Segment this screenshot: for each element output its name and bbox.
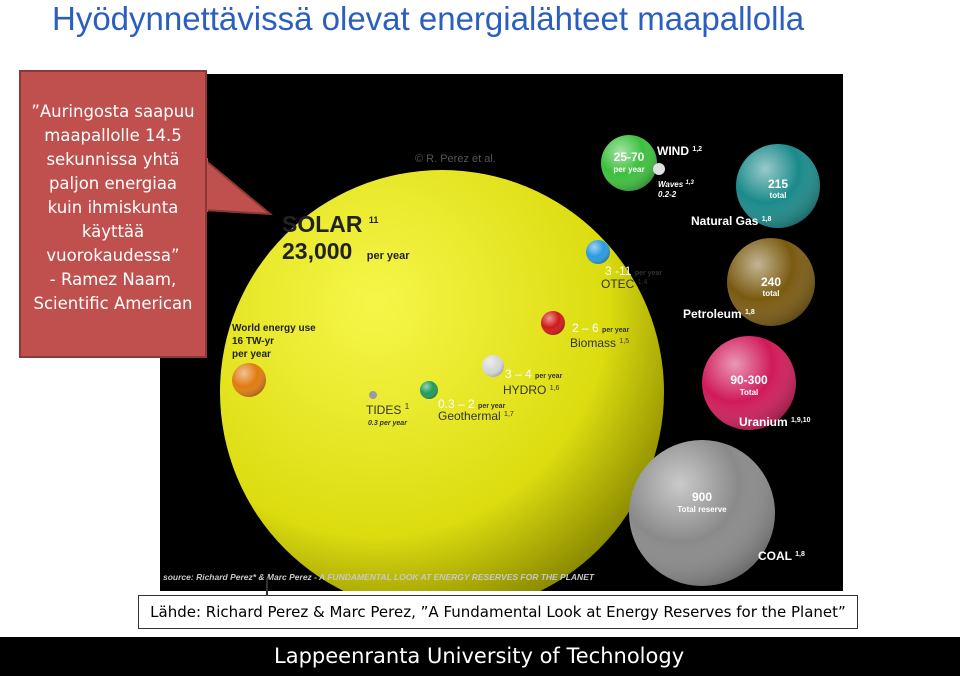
copyright-text: © R. Perez et al. [415, 153, 496, 165]
petroleum-value: 240 [761, 275, 781, 289]
natural-gas-sup: 1,8 [762, 216, 772, 223]
quote-line-4: paljon energiaa [48, 174, 178, 193]
hydro-bubble-shade [482, 355, 504, 377]
waves-bubble [653, 163, 665, 175]
tides-label: TIDES 1 [366, 402, 410, 417]
solar-value-number: 23,000 [282, 238, 352, 264]
hydro-value-number: 3 – 4 [505, 367, 532, 381]
solar-label: SOLAR 11 [282, 211, 378, 237]
geothermal-label: Geothermal 1,7 [438, 409, 514, 423]
footer-bar: Lappeenranta University of Technology [0, 637, 960, 676]
quote-line-3: sekunnissa yhtä [46, 150, 180, 169]
geothermal-sup: 1,7 [504, 411, 514, 418]
energy-reserves-figure: © R. Perez et al. SOLAR 11 23,000 per ye… [160, 74, 843, 591]
quote-line-8: - Ramez Naam, [49, 270, 177, 289]
divider-line [266, 578, 268, 595]
petroleum-name: Petroleum [683, 307, 742, 321]
coal-unit: Total reserve [677, 505, 727, 514]
tides-value: 0.3 per year [368, 420, 408, 427]
otec-bubble-shade [586, 240, 610, 264]
coal-name: COAL [758, 549, 792, 563]
energy-bubble-chart: © R. Perez et al. SOLAR 11 23,000 per ye… [163, 135, 820, 591]
wind-sup: 1,2 [692, 146, 702, 153]
otec-label: OTEC 1,4 [601, 277, 648, 291]
hydro-value: 3 – 4 per year [505, 367, 563, 381]
geothermal-bubble-shade [420, 381, 438, 399]
waves-name: Waves [658, 180, 684, 189]
quote-line-5: kuin ihmiskunta [47, 198, 179, 217]
tides-sup: 1 [405, 402, 410, 411]
wind-unit: per year [613, 165, 644, 174]
petroleum-sup: 1,8 [745, 309, 755, 316]
coal-bubble-shade [629, 440, 775, 586]
university-name: Lappeenranta University of Technology [274, 644, 685, 668]
uranium-unit: Total [740, 388, 759, 397]
wind-label: WIND 1,2 [657, 144, 702, 158]
uranium-sup: 1,9,10 [791, 417, 811, 424]
uranium-label: Uranium 1,9,10 [739, 415, 811, 429]
quote-line-7: vuorokaudessa” [46, 246, 180, 265]
world-use-bubble-shade [232, 363, 266, 397]
quote-line-2: maapallolle 14.5 [44, 126, 182, 145]
world-use-line2: 16 TW-yr [232, 336, 274, 347]
quote-callout: ”Auringosta saapuu maapallolle 14.5 seku… [19, 70, 207, 358]
otec-value-number: 3 -11 [605, 264, 632, 278]
otec-value: 3 -11 per year [605, 264, 662, 278]
natural-gas-name: Natural Gas [691, 214, 759, 228]
natural-gas-unit: total [770, 191, 787, 200]
tides-bubble [369, 391, 377, 399]
tides-name: TIDES [366, 403, 401, 417]
biomass-value: 2 – 6 per year [572, 321, 630, 335]
coal-label: COAL 1,8 [758, 549, 805, 563]
natural-gas-bubble-shade [736, 144, 820, 228]
source-text: source: Richard Perez* & Marc Perez - A … [163, 572, 595, 582]
petroleum-unit: total [763, 289, 780, 298]
hydro-sup: 1,6 [550, 385, 560, 392]
solar-value: 23,000 per year [282, 238, 410, 264]
solar-sup: 11 [369, 215, 379, 225]
natural-gas-label: Natural Gas 1,8 [691, 214, 772, 228]
coal-sup: 1,8 [795, 551, 805, 558]
biomass-value-unit: per year [602, 327, 630, 334]
petroleum-label: Petroleum 1,8 [683, 307, 755, 321]
coal-value: 900 [692, 490, 712, 504]
wind-value: 25-70 [614, 150, 645, 164]
solar-sphere [220, 170, 664, 591]
slide-title: Hyödynnettävissä olevat energialähteet m… [52, 0, 805, 37]
geothermal-value-unit: per year [478, 403, 506, 410]
geothermal-value: 0.3 – 2 per year [438, 397, 506, 411]
source-caption: Lähde: Richard Perez & Marc Perez, ”A Fu… [138, 595, 858, 629]
biomass-value-number: 2 – 6 [572, 321, 599, 335]
waves-label: Waves 1,3 [658, 180, 694, 189]
hydro-value-unit: per year [535, 373, 563, 380]
uranium-bubble-shade [702, 336, 796, 430]
solar-name: SOLAR [282, 211, 363, 237]
waves-sup: 1,3 [685, 180, 694, 186]
world-use-line1: World energy use [232, 323, 316, 334]
geothermal-value-number: 0.3 – 2 [438, 397, 475, 411]
natural-gas-value: 215 [768, 177, 788, 191]
waves-value: 0.2-2 [658, 190, 677, 199]
world-use-line3: per year [232, 349, 271, 360]
quote-line-9: Scientific American [33, 294, 193, 313]
hydro-label: HYDRO 1,6 [503, 383, 560, 397]
otec-value-unit: per year [635, 270, 663, 277]
quote-line-6: käyttää [81, 222, 145, 241]
quote-line-1: ”Auringosta saapuu [31, 102, 195, 121]
biomass-label: Biomass 1,5 [570, 336, 629, 350]
solar-value-unit: per year [367, 250, 411, 262]
uranium-value: 90-300 [730, 373, 768, 387]
biomass-sup: 1,5 [619, 338, 629, 345]
uranium-name: Uranium [739, 415, 788, 429]
geothermal-name: Geothermal [438, 409, 501, 423]
biomass-name: Biomass [570, 336, 616, 350]
wind-bubble-shade [601, 135, 657, 191]
otec-sup: 1,4 [638, 279, 648, 286]
otec-name: OTEC [601, 277, 635, 291]
biomass-bubble-shade [541, 311, 565, 335]
hydro-name: HYDRO [503, 383, 546, 397]
petroleum-bubble-shade [727, 238, 815, 326]
wind-name: WIND [657, 144, 689, 158]
